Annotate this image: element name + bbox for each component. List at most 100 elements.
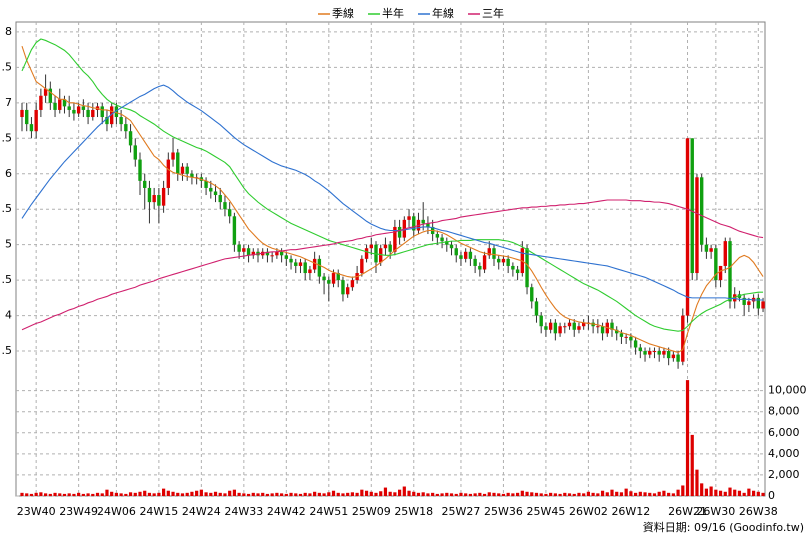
- volume-bar: [261, 492, 265, 496]
- volume-bar: [497, 493, 501, 496]
- candle-body: [610, 322, 614, 330]
- candle-body: [289, 258, 293, 263]
- candle-body: [558, 326, 562, 334]
- volume-bar: [237, 492, 241, 496]
- volume-bar: [412, 491, 416, 496]
- x-tick-label: 24W24: [182, 505, 221, 518]
- candle-body: [100, 106, 104, 118]
- candle-body: [690, 138, 694, 274]
- candle-body: [615, 329, 619, 334]
- candle-body: [530, 287, 534, 302]
- candle-body: [138, 159, 142, 181]
- candle-body: [105, 117, 109, 125]
- candle-body: [662, 351, 666, 355]
- volume-bar: [119, 493, 123, 496]
- volume-bar: [407, 490, 411, 496]
- volume-bar: [91, 493, 95, 496]
- y-tick-label: .5: [2, 202, 13, 215]
- volume-bar: [39, 492, 43, 496]
- volume-bar: [737, 490, 742, 496]
- volume-bar: [195, 490, 199, 496]
- volume-bar: [685, 380, 690, 496]
- candle-body: [478, 265, 482, 270]
- candle-body: [685, 138, 690, 316]
- volume-bar: [459, 492, 463, 496]
- x-tick-label: 26W02: [569, 505, 608, 518]
- candle-body: [596, 326, 600, 328]
- x-tick-label: 26W21: [668, 505, 707, 518]
- volume-bar: [652, 493, 657, 496]
- candle-body: [218, 195, 222, 203]
- candle-body: [76, 106, 81, 114]
- volume-bar: [327, 492, 331, 496]
- candle-body: [445, 241, 449, 245]
- candle-body: [279, 251, 284, 256]
- volume-bar: [605, 492, 609, 496]
- ma-line: [21, 38, 764, 332]
- volume-bar: [426, 493, 430, 496]
- volume-bar: [516, 492, 520, 496]
- x-tick-label: 26W38: [739, 505, 778, 518]
- candle-body: [227, 209, 232, 217]
- volume-bar: [671, 493, 675, 496]
- candle-body: [534, 301, 539, 316]
- volume-bar: [553, 493, 557, 496]
- candle-body: [459, 255, 463, 259]
- volume-bar: [251, 492, 255, 496]
- x-tick-label: 24W06: [97, 505, 136, 518]
- candle-body: [681, 315, 685, 362]
- y-tick-label: 6: [5, 167, 12, 180]
- candle-body: [648, 351, 652, 355]
- candle-body: [209, 187, 213, 192]
- candle-body: [379, 248, 383, 263]
- volume-bar: [53, 492, 57, 496]
- candle-body: [619, 333, 624, 337]
- volume-bar: [176, 492, 180, 496]
- candle-body: [407, 216, 411, 220]
- volume-bar: [756, 491, 760, 496]
- volume-bar: [700, 483, 704, 496]
- volume-bar: [223, 493, 227, 496]
- y2-tick-label: 4,000: [768, 447, 800, 460]
- volume-bar: [228, 490, 232, 496]
- volume-bar: [138, 491, 142, 496]
- volume-bar: [67, 493, 71, 496]
- x-tick-label: 23W40: [17, 505, 56, 518]
- volume-bar: [147, 492, 152, 496]
- candle-body: [109, 106, 114, 125]
- volume-bar: [284, 493, 288, 496]
- source-note: 資料日期: 09/16 (Goodinfo.tw): [643, 520, 804, 534]
- candle-body: [265, 251, 270, 256]
- candle-body: [114, 106, 119, 118]
- candle-body: [232, 216, 237, 245]
- volume-bar: [143, 490, 147, 496]
- volume-bar: [105, 489, 109, 496]
- y-tick-label: .5: [2, 273, 13, 286]
- volume-bar: [468, 493, 472, 496]
- candle-body: [718, 265, 723, 281]
- x-tick-label: 24W15: [139, 505, 178, 518]
- volume-bar: [265, 493, 270, 496]
- x-tick-label: 25W27: [442, 505, 481, 518]
- volume-bar: [383, 487, 388, 496]
- candle-body: [308, 269, 312, 274]
- volume-bar: [100, 493, 104, 496]
- candle-body: [303, 262, 307, 274]
- candle-body: [360, 258, 364, 274]
- volume-bar: [445, 492, 449, 496]
- volume-bar: [294, 493, 298, 496]
- volume-bar: [313, 491, 317, 496]
- volume-bar: [539, 493, 543, 496]
- volume-bar: [209, 492, 213, 496]
- candle-body: [176, 152, 180, 174]
- volume-bar: [34, 492, 38, 496]
- volume-bar: [582, 493, 586, 496]
- candle-body: [48, 88, 53, 103]
- candle-body: [723, 241, 727, 266]
- volume-bar: [634, 492, 638, 496]
- candle-body: [699, 177, 704, 245]
- candle-body: [72, 109, 76, 114]
- legend-label: 三年: [482, 6, 504, 20]
- candle-body: [652, 351, 657, 353]
